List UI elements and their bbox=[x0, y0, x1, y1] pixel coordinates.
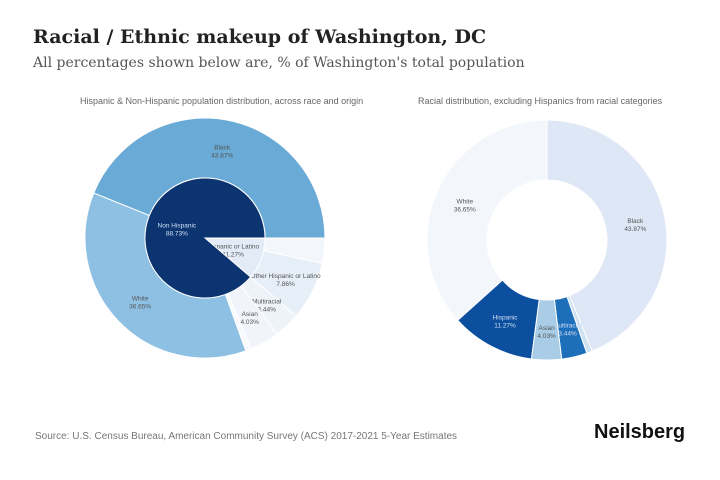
left-outer-label: Asian 4.03% bbox=[240, 311, 259, 326]
right-slice bbox=[426, 119, 548, 321]
right-slice bbox=[546, 119, 668, 352]
page-title: Racial / Ethnic makeup of Washington, DC bbox=[33, 26, 487, 48]
left-outer-label: White 36.65% bbox=[129, 295, 151, 310]
right-label: Multiracial 3.44% bbox=[553, 323, 583, 338]
left-inner-label: Non Hispanic 88.73% bbox=[158, 223, 197, 238]
brand-logo: Neilsberg bbox=[594, 421, 686, 443]
page-subtitle: All percentages shown below are, % of Wa… bbox=[33, 55, 525, 71]
left-chart-title: Hispanic & Non-Hispanic population distr… bbox=[80, 96, 364, 106]
right-label: Hispanic 11.27% bbox=[493, 315, 519, 330]
left-outer-label: Other Hispanic or Latino 7.86% bbox=[251, 273, 321, 288]
left-inner-slice bbox=[144, 177, 266, 299]
source-note: Source: U.S. Census Bureau, American Com… bbox=[35, 431, 458, 442]
right-chart-title: Racial distribution, excluding Hispanics… bbox=[418, 96, 663, 106]
left-outer-label: Black 43.87% bbox=[211, 145, 233, 160]
left-outer-label: Multiracial 3.44% bbox=[252, 299, 282, 314]
right-label: Asian 4.03% bbox=[537, 325, 556, 340]
left-inner-label: Hispanic or Latino 11.27% bbox=[207, 243, 259, 258]
right-label: White 36.65% bbox=[454, 198, 476, 213]
right-label: Black 43.87% bbox=[624, 218, 646, 233]
